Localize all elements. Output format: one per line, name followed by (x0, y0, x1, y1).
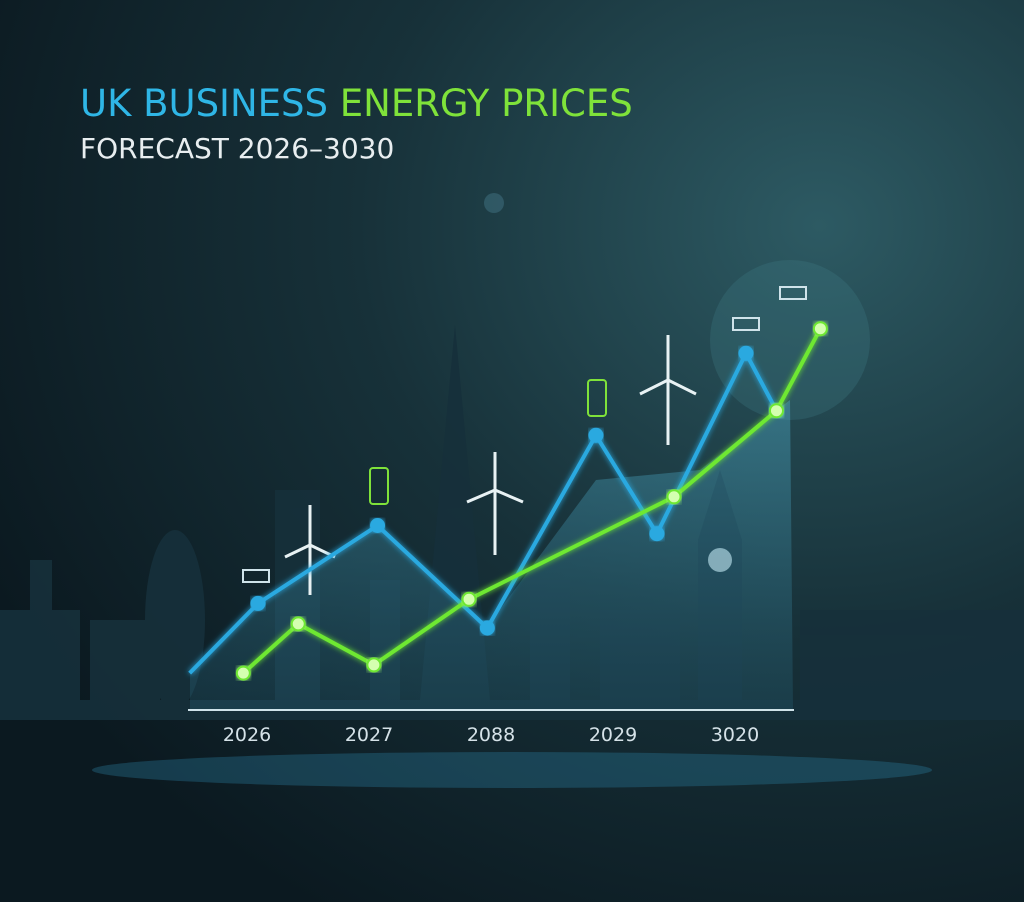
sun (484, 193, 504, 213)
area-fill (190, 400, 793, 710)
data-point (768, 403, 784, 419)
data-point (461, 591, 477, 607)
data-point (370, 518, 386, 533)
data-point (250, 595, 266, 611)
x-tick-label: 2027 (345, 724, 393, 746)
data-point (235, 665, 251, 681)
data-point (738, 345, 754, 361)
floor-glow (92, 752, 932, 788)
x-tick-label: 2088 (467, 724, 515, 746)
data-point (812, 321, 828, 337)
data-point (649, 526, 665, 542)
halo (710, 260, 870, 420)
x-tick-label: 2026 (223, 724, 271, 746)
x-tick-label: 3020 (711, 724, 759, 746)
data-point (588, 427, 604, 443)
data-point (479, 620, 495, 636)
x-tick-label: 2029 (589, 724, 637, 746)
title-part: ENERGY PRICES (340, 82, 633, 125)
chart-subtitle: FORECAST 2026–3030 (80, 132, 394, 165)
title-part: UK BUSINESS (80, 82, 328, 125)
data-point (366, 657, 382, 673)
icons (242, 286, 807, 595)
data-point (666, 489, 682, 505)
data-point (290, 616, 306, 632)
chart-title: UK BUSINESS ENERGY PRICES (80, 82, 633, 125)
series-line (188, 348, 779, 675)
